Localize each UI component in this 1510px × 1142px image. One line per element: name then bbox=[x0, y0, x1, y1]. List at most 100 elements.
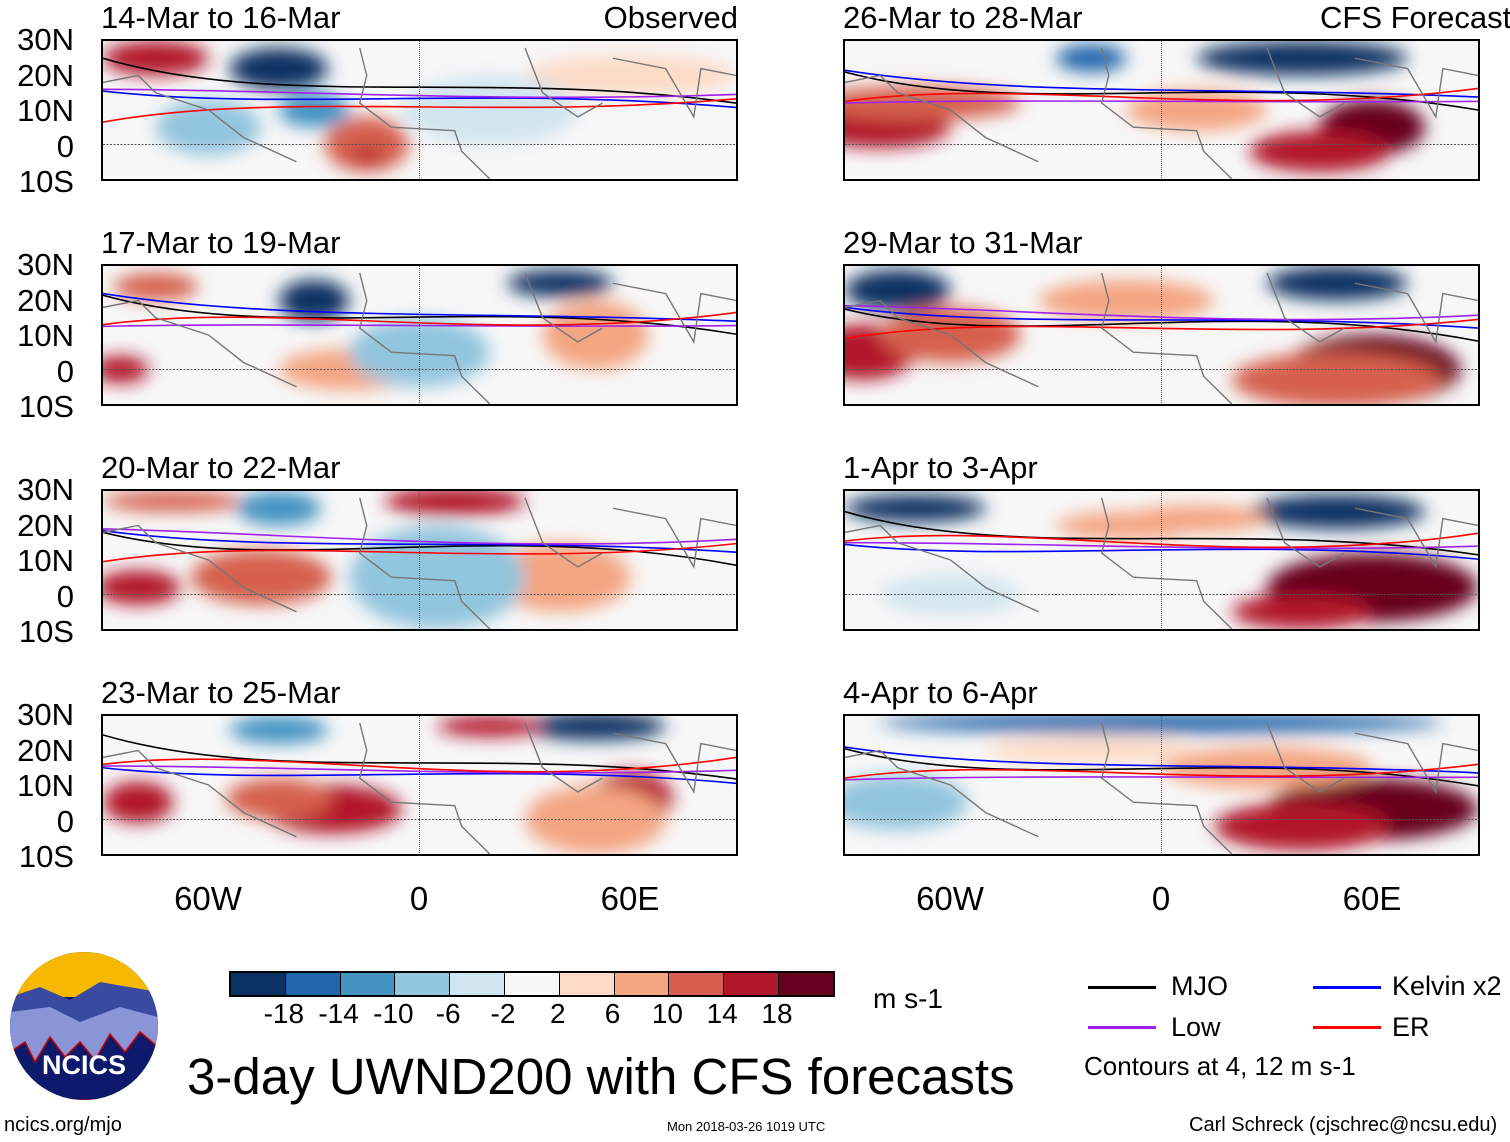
lat-label: 10S bbox=[18, 839, 74, 874]
legend-line-er bbox=[1313, 1026, 1381, 1029]
lon-label: 60W bbox=[916, 880, 984, 917]
map-panel bbox=[843, 264, 1480, 406]
lat-label: 10S bbox=[18, 614, 74, 649]
map-panel bbox=[843, 714, 1480, 856]
wind-anomaly-blob bbox=[1214, 802, 1391, 851]
colorbar-tick-label: 2 bbox=[550, 998, 566, 1029]
coastline bbox=[845, 498, 1478, 629]
colorbar-tick-label: 18 bbox=[761, 998, 793, 1029]
legend-line-mjo bbox=[1088, 986, 1156, 989]
map-panel bbox=[101, 489, 738, 631]
contour-line bbox=[103, 531, 736, 553]
contour-line bbox=[845, 88, 1478, 101]
lat-label: 10N bbox=[17, 543, 74, 578]
observed-label: Observed bbox=[603, 0, 738, 35]
wind-anomaly-blob bbox=[155, 99, 262, 155]
panel-title: 14-Mar to 16-Mar bbox=[101, 0, 341, 35]
lat-label: 20N bbox=[17, 507, 74, 543]
contour-line bbox=[103, 99, 736, 122]
coastline bbox=[103, 498, 736, 629]
wind-anomaly-blob bbox=[525, 54, 736, 97]
figure-title: 3-day UWND200 with CFS forecasts bbox=[187, 1048, 1015, 1105]
contour-line bbox=[103, 529, 736, 544]
lat-label: 30N bbox=[17, 22, 74, 57]
wind-anomaly-blob bbox=[278, 92, 350, 128]
lat-label: 10N bbox=[17, 318, 74, 353]
panel-title: 17-Mar to 19-Mar bbox=[101, 225, 341, 260]
colorbar-tick-label: -18 bbox=[263, 998, 305, 1029]
wind-anomaly-blob bbox=[226, 778, 332, 820]
footer-timestamp: Mon 2018-03-26 1019 UTC bbox=[667, 1119, 826, 1134]
wind-anomaly-blob bbox=[845, 269, 951, 311]
contour-line bbox=[845, 543, 1478, 549]
lat-label: 20N bbox=[17, 57, 74, 93]
colorbar-tick-label: 10 bbox=[651, 998, 683, 1029]
wind-anomaly-blob bbox=[384, 491, 525, 516]
colorbar-swatch bbox=[778, 973, 833, 995]
colorbar-tick-label: -10 bbox=[373, 998, 414, 1029]
lat-label: 30N bbox=[17, 472, 74, 507]
colorbar-swatch bbox=[285, 973, 341, 995]
legend-label-kelvin: Kelvin x2 bbox=[1392, 971, 1502, 1001]
colorbar-swatch bbox=[724, 973, 779, 995]
wind-anomaly-blob bbox=[349, 525, 525, 629]
forecast-label: CFS Forecast bbox=[1320, 0, 1510, 35]
colorbar-swatch bbox=[231, 973, 286, 995]
colorbar-tick-label: 6 bbox=[604, 998, 621, 1029]
wind-anomaly-blob bbox=[1126, 89, 1267, 131]
wind-anomaly-blob bbox=[1038, 279, 1215, 322]
lon-label: 0 bbox=[409, 880, 429, 917]
lat-label: 10N bbox=[17, 93, 74, 128]
contour-line bbox=[103, 544, 736, 562]
lon-label: 0 bbox=[1151, 880, 1171, 917]
footer-url[interactable]: ncics.org/mjo bbox=[4, 1114, 122, 1136]
wind-anomaly-blob bbox=[236, 491, 322, 526]
contour-line bbox=[845, 306, 1478, 320]
panel-title: 23-Mar to 25-Mar bbox=[101, 675, 341, 710]
contour-line bbox=[103, 768, 736, 784]
contour-line bbox=[845, 319, 1478, 338]
contour-line bbox=[845, 777, 1478, 780]
contour-line bbox=[845, 70, 1478, 97]
coastline bbox=[103, 48, 736, 179]
panel-title: 20-Mar to 22-Mar bbox=[101, 450, 341, 485]
colorbar-tick-label: -6 bbox=[435, 998, 461, 1029]
lat-label: 20N bbox=[17, 732, 74, 768]
wind-anomaly-blob bbox=[437, 716, 543, 737]
contour-line bbox=[103, 294, 736, 322]
colorbar-swatch bbox=[669, 973, 725, 995]
coastline bbox=[845, 723, 1478, 854]
lat-label: 0 bbox=[56, 578, 74, 614]
contour-line bbox=[845, 533, 1478, 547]
lat-label: 10N bbox=[17, 768, 74, 803]
map-panel bbox=[101, 39, 738, 181]
lat-label: 30N bbox=[17, 247, 74, 282]
lat-label: 0 bbox=[56, 128, 74, 164]
colorbar-swatch bbox=[395, 973, 451, 995]
panel-title: 4-Apr to 6-Apr bbox=[843, 675, 1038, 710]
colorbar-swatch bbox=[504, 973, 560, 995]
colorbar-swatch bbox=[340, 973, 396, 995]
contour-line bbox=[103, 91, 736, 107]
contour-line bbox=[103, 766, 736, 773]
coastline bbox=[103, 273, 736, 404]
lat-label: 0 bbox=[56, 353, 74, 389]
wind-anomaly-blob bbox=[542, 300, 649, 370]
wind-anomaly-blob bbox=[229, 716, 329, 744]
colorbar-tick-label: -2 bbox=[490, 998, 516, 1029]
lat-label: 20N bbox=[17, 282, 74, 318]
map-panel bbox=[101, 714, 738, 856]
lon-label: 60E bbox=[600, 880, 660, 917]
wind-anomaly-blob bbox=[229, 47, 329, 90]
wind-anomaly-blob bbox=[349, 147, 385, 162]
contour-note: Contours at 4, 12 m s-1 bbox=[1084, 1051, 1356, 1081]
legend-label-low: Low bbox=[1171, 1012, 1221, 1042]
map-panel bbox=[101, 264, 738, 406]
contour-line bbox=[103, 313, 736, 326]
wind-anomaly-blob bbox=[1267, 266, 1408, 301]
wind-anomaly-blob bbox=[489, 542, 631, 612]
wind-anomaly-blob bbox=[1249, 494, 1426, 529]
footer-author: Carl Schreck (cjschrec@ncsu.edu) bbox=[1189, 1114, 1498, 1136]
ncics-logo[interactable]: NCICS bbox=[10, 952, 158, 1100]
coastline bbox=[103, 723, 736, 854]
